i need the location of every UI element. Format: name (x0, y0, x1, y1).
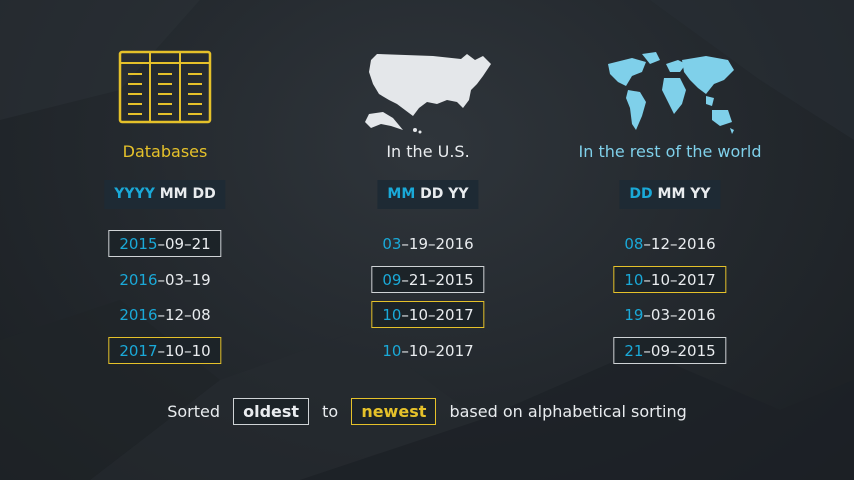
date-item: 10–10–2017 (382, 342, 474, 360)
us-heading: In the U.S. (386, 142, 470, 161)
database-table-icon (65, 50, 265, 140)
newest-label: newest (351, 398, 437, 425)
world-heading: In the rest of the world (578, 142, 762, 161)
legend-to: to (322, 402, 339, 421)
date-item: 08–12–2016 (624, 235, 716, 253)
date-item: 2016–03–19 (119, 271, 211, 289)
sorting-legend: Sorted oldest to newest based on alphabe… (0, 398, 854, 425)
date-item: 03–19–2016 (382, 235, 474, 253)
date-item: 2016–12–08 (119, 306, 211, 324)
databases-format: YYYY MM DD (104, 180, 226, 209)
world-map-icon (570, 50, 770, 140)
date-item: 09–21–2015 (371, 266, 485, 293)
date-item: 19–03–2016 (624, 306, 716, 324)
legend-prefix: Sorted (167, 402, 221, 421)
date-item: 2015–09–21 (108, 230, 222, 257)
legend-suffix: based on alphabetical sorting (449, 402, 687, 421)
world-format: DD MM YY (619, 180, 721, 209)
databases-heading: Databases (122, 142, 208, 161)
us-format: MM DD YY (377, 180, 479, 209)
date-item: 2017–10–10 (108, 337, 222, 364)
us-map-icon (328, 50, 528, 140)
oldest-label: oldest (233, 398, 310, 425)
date-item: 10–10–2017 (613, 266, 727, 293)
date-item: 21–09–2015 (613, 337, 727, 364)
date-item: 10–10–2017 (371, 301, 485, 328)
